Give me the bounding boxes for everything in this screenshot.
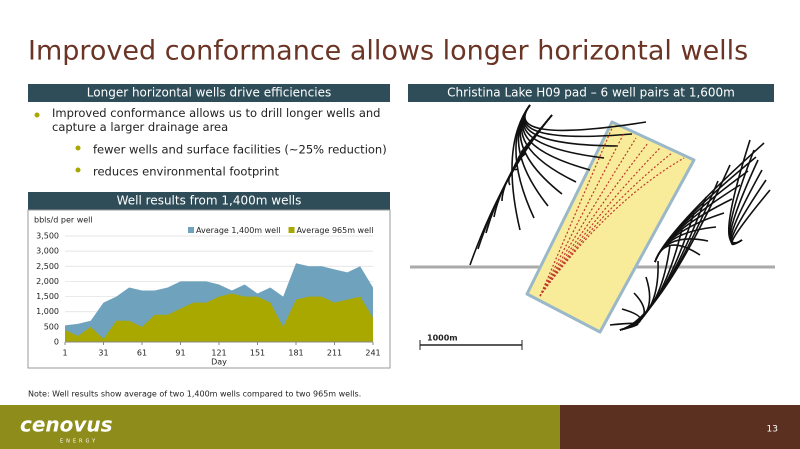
well-trace xyxy=(522,104,605,159)
bullet-dot xyxy=(75,167,81,173)
bullet-box: Improved conformance allows us to drill … xyxy=(52,106,381,134)
panel-header-bg xyxy=(28,84,390,102)
page-number: 13 xyxy=(767,425,778,435)
x-tick-label: 181 xyxy=(288,349,303,358)
legend-label: Average 965m well xyxy=(297,226,374,235)
y-tick-label: 1,500 xyxy=(36,292,59,301)
x-tick-label: 91 xyxy=(175,349,185,358)
y-tick-label: 0 xyxy=(54,338,59,347)
area xyxy=(65,293,373,342)
scale-label: 1000m xyxy=(427,334,458,343)
x-tick-label: 211 xyxy=(327,349,342,358)
bullet-dot xyxy=(75,145,81,151)
x-tick-label: 121 xyxy=(211,349,226,358)
y-axis-label: bbls/d per well xyxy=(34,216,93,225)
sub-bullet: reduces environmental footprint xyxy=(93,165,279,179)
legend-swatch xyxy=(288,227,295,233)
x-tick-label: 151 xyxy=(250,349,265,358)
note: Note: Well results show average of two 1… xyxy=(28,390,361,399)
well-trace xyxy=(469,114,553,266)
x-tick-label: 1 xyxy=(62,349,67,358)
panel-header: Longer horizontal wells drive efficienci… xyxy=(87,86,331,100)
logo-tagline: ENERGY xyxy=(60,439,98,445)
well-map xyxy=(410,104,775,334)
well-pair xyxy=(539,137,637,297)
bullet-dot xyxy=(34,112,40,118)
well-pair xyxy=(539,132,625,297)
x-axis-label: Day xyxy=(211,358,227,367)
well-trace xyxy=(477,114,553,250)
legend-label: Average 1,400m well xyxy=(196,226,281,235)
well-trace xyxy=(619,164,731,331)
x-tick-label: 31 xyxy=(98,349,108,358)
y-tick-label: 500 xyxy=(44,322,59,331)
panel-header-bg xyxy=(408,84,774,102)
x-tick-label: 241 xyxy=(365,349,380,358)
footer-band xyxy=(560,405,800,449)
footer-band xyxy=(0,405,560,449)
y-tick-label: 3,500 xyxy=(36,232,59,241)
y-tick-label: 2,500 xyxy=(36,262,59,271)
drainage-area xyxy=(525,120,696,334)
slide-title: Improved conformance allows longer horiz… xyxy=(28,36,748,67)
panel-header: Christina Lake H09 pad – 6 well pairs at… xyxy=(447,86,735,100)
well-trace xyxy=(520,114,553,153)
y-tick-label: 1,000 xyxy=(36,307,59,316)
legend-swatch xyxy=(188,227,194,233)
y-tick-label: 3,000 xyxy=(36,247,59,256)
y-tick-label: 2,000 xyxy=(36,277,59,286)
well-trace xyxy=(524,104,647,132)
well-pair xyxy=(539,127,613,297)
bullet: Improved conformance allows us to drill … xyxy=(52,106,381,134)
chart-frame xyxy=(27,209,391,369)
chart-title: Well results from 1,400m wells xyxy=(117,194,302,208)
sub-bullet: fewer wells and surface facilities (~25%… xyxy=(93,143,387,157)
x-tick-label: 61 xyxy=(137,349,147,358)
well-trace xyxy=(731,189,771,246)
panel-header-bg xyxy=(28,192,390,210)
logo: cenovus xyxy=(20,413,113,437)
